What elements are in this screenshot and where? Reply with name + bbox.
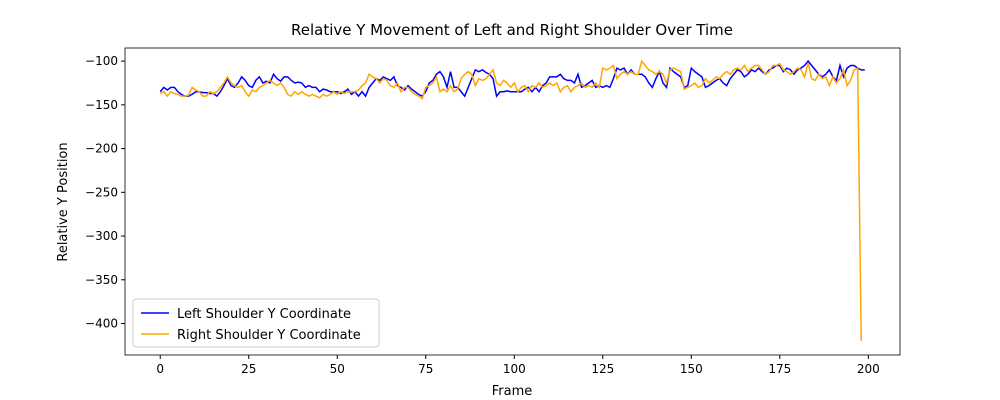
x-tick-label: 25 (241, 362, 256, 376)
y-tick-label: −150 (85, 98, 118, 112)
x-tick-label: 125 (591, 362, 614, 376)
legend-label: Left Shoulder Y Coordinate (177, 307, 351, 322)
legend-label: Right Shoulder Y Coordinate (177, 328, 361, 343)
x-tick-label: 75 (418, 362, 433, 376)
x-tick-label: 175 (768, 362, 791, 376)
line-series (159, 59, 865, 98)
y-tick-label: −300 (85, 229, 118, 243)
y-tick-label: −350 (85, 273, 118, 287)
x-tick-label: 50 (330, 362, 345, 376)
line-series (159, 59, 862, 342)
x-tick-label: 200 (857, 362, 880, 376)
y-axis-label: Relative Y Position (56, 142, 71, 261)
chart-title: Relative Y Movement of Left and Right Sh… (291, 21, 733, 39)
x-tick-label: 0 (156, 362, 164, 376)
x-tick-label: 100 (503, 362, 526, 376)
y-tick-label: −200 (85, 142, 118, 156)
x-axis-label: Frame (492, 384, 533, 399)
y-tick-label: −250 (85, 185, 118, 199)
y-tick-label: −100 (85, 54, 118, 68)
legend-box (132, 298, 380, 348)
axes-frame (124, 47, 901, 356)
x-tick-label: 150 (680, 362, 703, 376)
y-tick-label: −400 (85, 317, 118, 331)
